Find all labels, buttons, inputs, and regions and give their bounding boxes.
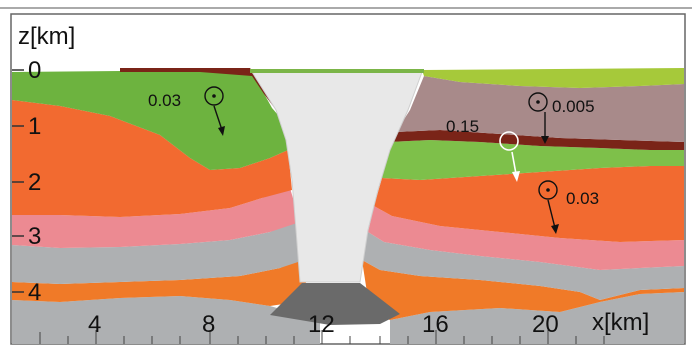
arrow-head-icon — [551, 224, 559, 234]
arrow-line — [547, 199, 556, 229]
annotation-label: 0.03 — [148, 91, 181, 110]
z-tick-0: 0 — [28, 57, 41, 84]
x-ticks — [39, 330, 605, 344]
circle-dot-icon — [538, 180, 558, 200]
x-tick-12: 12 — [308, 311, 335, 338]
annotation-label: 0.005 — [552, 97, 595, 116]
x-axis-label: x[km] — [592, 309, 649, 336]
annotation-label: 0.03 — [566, 189, 599, 208]
open-circle-icon — [499, 131, 519, 151]
layer-orange-deep-left — [12, 258, 310, 306]
layer-gray-left — [12, 218, 304, 284]
layer-pink-right — [368, 206, 684, 270]
z-tick-2: 2 — [28, 169, 41, 196]
layer-orange-deep-right — [362, 260, 684, 320]
x-tick-16: 16 — [422, 311, 449, 338]
layer-deep-gray-left — [12, 296, 320, 344]
layer-orange-right — [374, 166, 684, 242]
arrow-line — [213, 105, 223, 131]
annotation-open-circle: 0.15 — [446, 117, 520, 182]
x-tick-20: 20 — [532, 311, 559, 338]
layer-light-green-right — [382, 140, 684, 180]
arrow-head-icon — [218, 126, 225, 136]
annotation-right-orange: 0.03 — [538, 180, 599, 234]
layer-deep-gray-right — [390, 292, 684, 344]
x-tick-8: 8 — [202, 311, 215, 338]
layer-light-green-top-right — [422, 68, 684, 88]
circle-dot-icon — [528, 92, 548, 112]
left-strata — [12, 68, 320, 344]
layer-green-left — [12, 71, 288, 170]
annotation-mauve: 0.005 — [528, 92, 595, 144]
z-tick-marks — [12, 69, 24, 293]
base-block — [270, 283, 400, 325]
annotation-left-green: 0.03 — [148, 86, 225, 136]
z-tick-1: 1 — [28, 113, 41, 140]
central-body — [251, 71, 423, 283]
arrow-head-icon — [541, 136, 549, 144]
arrow-head-icon — [512, 171, 520, 182]
layer-orange-left — [12, 100, 292, 217]
annotation-label: 0.15 — [446, 117, 479, 136]
layer-dark-red-right — [388, 130, 684, 150]
circle-dot-icon — [204, 86, 224, 106]
layer-mauve-right — [396, 76, 684, 142]
top-surface-strip — [250, 69, 424, 73]
z-tick-3: 3 — [28, 223, 41, 250]
layer-gray-right — [362, 232, 684, 300]
z-tick-4: 4 — [28, 279, 41, 306]
right-strata — [362, 68, 684, 344]
layer-pink-left — [12, 188, 300, 248]
z-axis-label: z[km] — [18, 23, 75, 50]
arrow-line — [511, 151, 517, 175]
x-tick-4: 4 — [88, 311, 101, 338]
